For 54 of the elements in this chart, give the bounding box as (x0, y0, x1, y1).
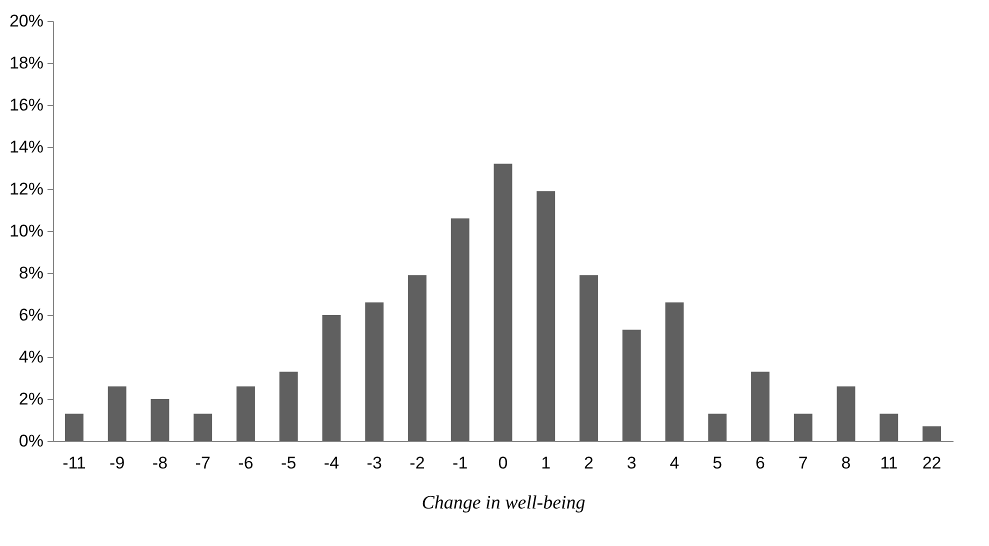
x-tick-label: -11 (62, 454, 86, 472)
x-tick-label: 11 (880, 454, 898, 472)
x-tick-label: 7 (798, 454, 808, 472)
x-tick-label: -4 (324, 454, 340, 472)
bar (365, 302, 384, 441)
x-tick-label: 5 (712, 454, 722, 472)
x-tick-label: 4 (670, 454, 680, 472)
x-tick-label: 6 (756, 454, 765, 472)
bar (622, 330, 641, 441)
bar (922, 426, 941, 441)
y-tick-label: 8% (18, 264, 44, 282)
x-tick-label: 3 (626, 454, 636, 472)
bar (408, 275, 426, 441)
bar (279, 372, 298, 441)
y-tick-label: 10% (9, 222, 44, 240)
y-tick-label: 6% (18, 306, 44, 324)
x-tick-label: -8 (152, 454, 168, 472)
bar (194, 414, 212, 441)
y-tick-label: 14% (9, 138, 44, 156)
bar (880, 414, 898, 441)
y-tick-label: 0% (18, 432, 44, 450)
x-tick-label: -2 (410, 454, 425, 472)
x-tick-label: 8 (841, 454, 851, 472)
bar (494, 164, 512, 441)
x-tick-label: -5 (281, 454, 296, 472)
x-tick-label: -3 (366, 454, 382, 472)
bar (580, 275, 598, 441)
y-tick-label: 4% (18, 348, 44, 366)
x-tick-label: 22 (922, 454, 942, 472)
y-tick-label: 12% (9, 180, 44, 198)
x-tick-label: -9 (110, 454, 125, 472)
bar (794, 414, 812, 441)
x-tick-label: -6 (238, 454, 254, 472)
bar (665, 302, 684, 441)
bar (150, 399, 170, 441)
bar (836, 386, 856, 441)
bar (322, 315, 341, 441)
x-tick-label: 2 (584, 454, 594, 472)
bar (108, 386, 126, 441)
bar (708, 414, 727, 441)
bar (236, 386, 255, 441)
x-axis-title: Change in well-being (422, 492, 586, 514)
bar (751, 372, 770, 441)
bar (65, 414, 84, 441)
y-tick-label: 18% (9, 54, 44, 72)
y-tick-label: 2% (18, 390, 44, 408)
y-tick-label: 20% (9, 12, 44, 30)
x-tick-label: -7 (195, 454, 210, 472)
bar (450, 218, 470, 441)
y-tick-label: 16% (9, 96, 44, 114)
x-tick-label: -1 (452, 454, 468, 472)
bar (536, 191, 556, 441)
x-tick-label: 0 (498, 454, 508, 472)
x-tick-label: 1 (541, 454, 551, 472)
